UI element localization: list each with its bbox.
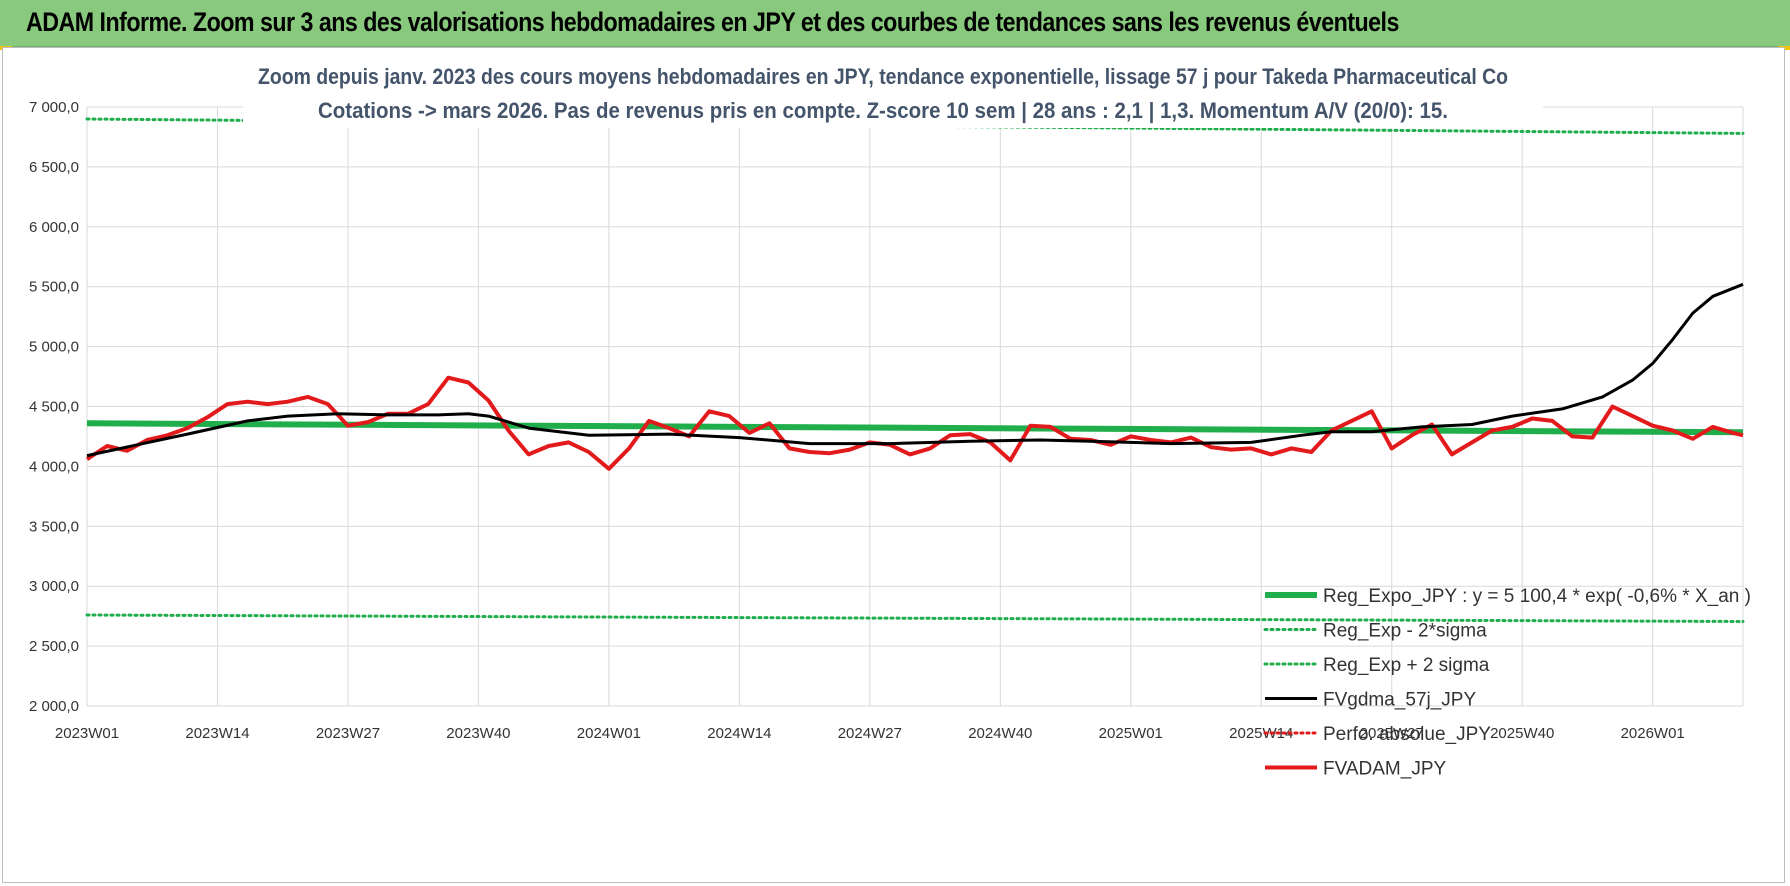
y-tick-label: 4 000,0 — [29, 458, 79, 475]
series-line-fvgdma_57j_jpy — [86, 282, 1744, 458]
x-tick-label: 2023W01 — [55, 725, 119, 742]
report-banner-title: ADAM Informe. Zoom sur 3 ans des valoris… — [26, 7, 1399, 37]
series-line-reg_exp — [85, 613, 1745, 623]
y-tick-label: 6 500,0 — [29, 159, 79, 176]
x-tick-label: 2023W40 — [446, 725, 510, 742]
x-tick-label: 2024W14 — [707, 725, 771, 742]
y-tick-label: 5 000,0 — [29, 339, 79, 356]
legend-entry: Reg_Exp + 2 sigma — [1323, 655, 1490, 676]
legend-entry: Reg_Exp - 2*sigma — [1323, 621, 1487, 642]
y-tick-label: 2 000,0 — [29, 698, 79, 715]
y-tick-label: 2 500,0 — [29, 638, 79, 655]
y-tick-label: 6 000,0 — [29, 219, 79, 236]
chart-title-line-2: Cotations -> mars 2026. Pas de revenus p… — [318, 98, 1448, 123]
report-banner: ADAM Informe. Zoom sur 3 ans des valoris… — [0, 0, 1790, 47]
y-tick-label: 5 500,0 — [29, 279, 79, 296]
x-tick-label: 2024W01 — [577, 725, 641, 742]
x-tick-label: 2024W27 — [838, 725, 902, 742]
x-tick-label: 2023W14 — [185, 725, 249, 742]
series-line-fvadam_jpy — [85, 375, 1744, 471]
x-tick-label: 2024W40 — [968, 725, 1032, 742]
chart-title-line-1: Zoom depuis janv. 2023 des cours moyens … — [258, 64, 1508, 89]
y-tick-label: 7 000,0 — [29, 99, 79, 116]
x-tick-label: 2025W27 — [1360, 725, 1424, 742]
x-tick-label: 2026W01 — [1621, 725, 1685, 742]
chart-title-background — [243, 58, 1543, 128]
legend-entry: Perfo. absolue_JPY — [1323, 724, 1491, 745]
legend-entry: Reg_Expo_JPY : y = 5 100,4 * exp( -0,6% … — [1323, 586, 1751, 607]
x-tick-label: 2025W01 — [1099, 725, 1163, 742]
legend-entry: FVADAM_JPY — [1323, 759, 1447, 780]
chart-area: 2 000,0 2 500,0 3 000,0 3 500,0 4 000,0 4 500… — [2, 47, 1785, 883]
legend-entry: FVgdma_57j_JPY — [1323, 690, 1476, 711]
y-tick-label: 4 500,0 — [29, 399, 79, 416]
y-tick-label: 3 000,0 — [29, 578, 79, 595]
x-tick-label: 2025W14 — [1229, 725, 1293, 742]
x-tick-label: 2023W27 — [316, 725, 380, 742]
line-chart: 2 000,0 2 500,0 3 000,0 3 500,0 4 000,0 4 500… — [29, 58, 1751, 780]
y-tick-label: 3 500,0 — [29, 518, 79, 535]
x-tick-label: 2025W40 — [1490, 725, 1554, 742]
